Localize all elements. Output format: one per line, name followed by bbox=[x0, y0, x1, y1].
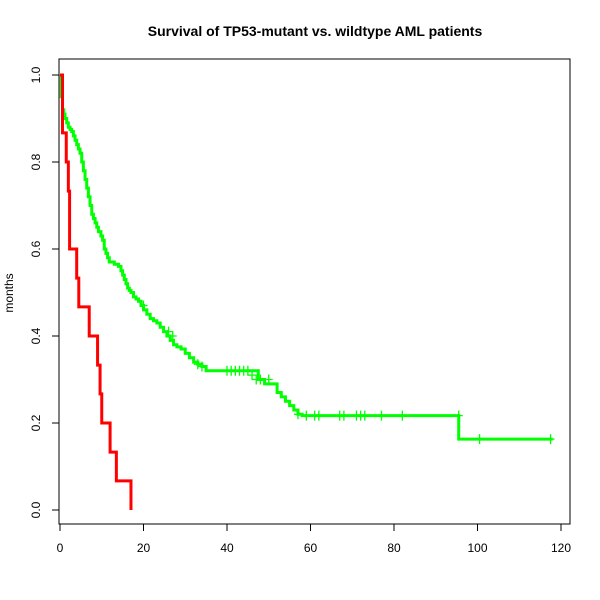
series-layer bbox=[59, 73, 555, 510]
y-tick-label: 0.6 bbox=[29, 240, 43, 257]
y-tick-label: 0.0 bbox=[29, 501, 43, 518]
y-axis-label: months bbox=[2, 273, 16, 312]
censor-mark bbox=[293, 409, 302, 420]
censor-mark bbox=[377, 410, 386, 421]
censor-mark bbox=[398, 410, 407, 421]
y-tick-label: 0.2 bbox=[29, 414, 43, 431]
censor-mark bbox=[193, 359, 202, 370]
censor-mark bbox=[546, 434, 555, 445]
censor-mark bbox=[164, 326, 173, 337]
chart-title: Survival of TP53-mutant vs. wildtype AML… bbox=[148, 23, 483, 39]
x-tick-label: 40 bbox=[220, 541, 234, 555]
censor-mark bbox=[243, 365, 252, 376]
censor-mark bbox=[475, 434, 484, 445]
x-tick-label: 0 bbox=[57, 541, 64, 555]
x-tick-label: 20 bbox=[137, 541, 151, 555]
censor-mark bbox=[197, 361, 206, 372]
censor-mark bbox=[314, 410, 323, 421]
censor-mark bbox=[302, 410, 311, 421]
censor-mark bbox=[168, 331, 177, 341]
censor-mark bbox=[264, 374, 273, 385]
x-tick-label: 80 bbox=[387, 541, 401, 555]
axes: 0 20 40 60 80 100 120 0.0 0.2 0.4 0.6 0.8 1.0 bbox=[29, 66, 571, 555]
y-tick-label: 0.4 bbox=[29, 327, 43, 344]
survival-curve-1 bbox=[59, 73, 553, 441]
y-tick-label: 1.0 bbox=[29, 66, 43, 83]
censor-mark bbox=[454, 410, 463, 421]
x-tick-label: 60 bbox=[304, 541, 318, 555]
censor-mark bbox=[256, 374, 265, 385]
survival-curve-2 bbox=[60, 73, 133, 510]
plot-frame bbox=[58, 58, 571, 525]
y-tick-label: 0.8 bbox=[29, 153, 43, 170]
x-tick-label: 120 bbox=[551, 541, 571, 555]
censor-mark bbox=[139, 300, 148, 311]
censor-mark bbox=[360, 410, 369, 421]
censor-mark bbox=[248, 370, 257, 381]
x-tick-label: 100 bbox=[467, 541, 487, 555]
censor-mark bbox=[339, 410, 348, 421]
